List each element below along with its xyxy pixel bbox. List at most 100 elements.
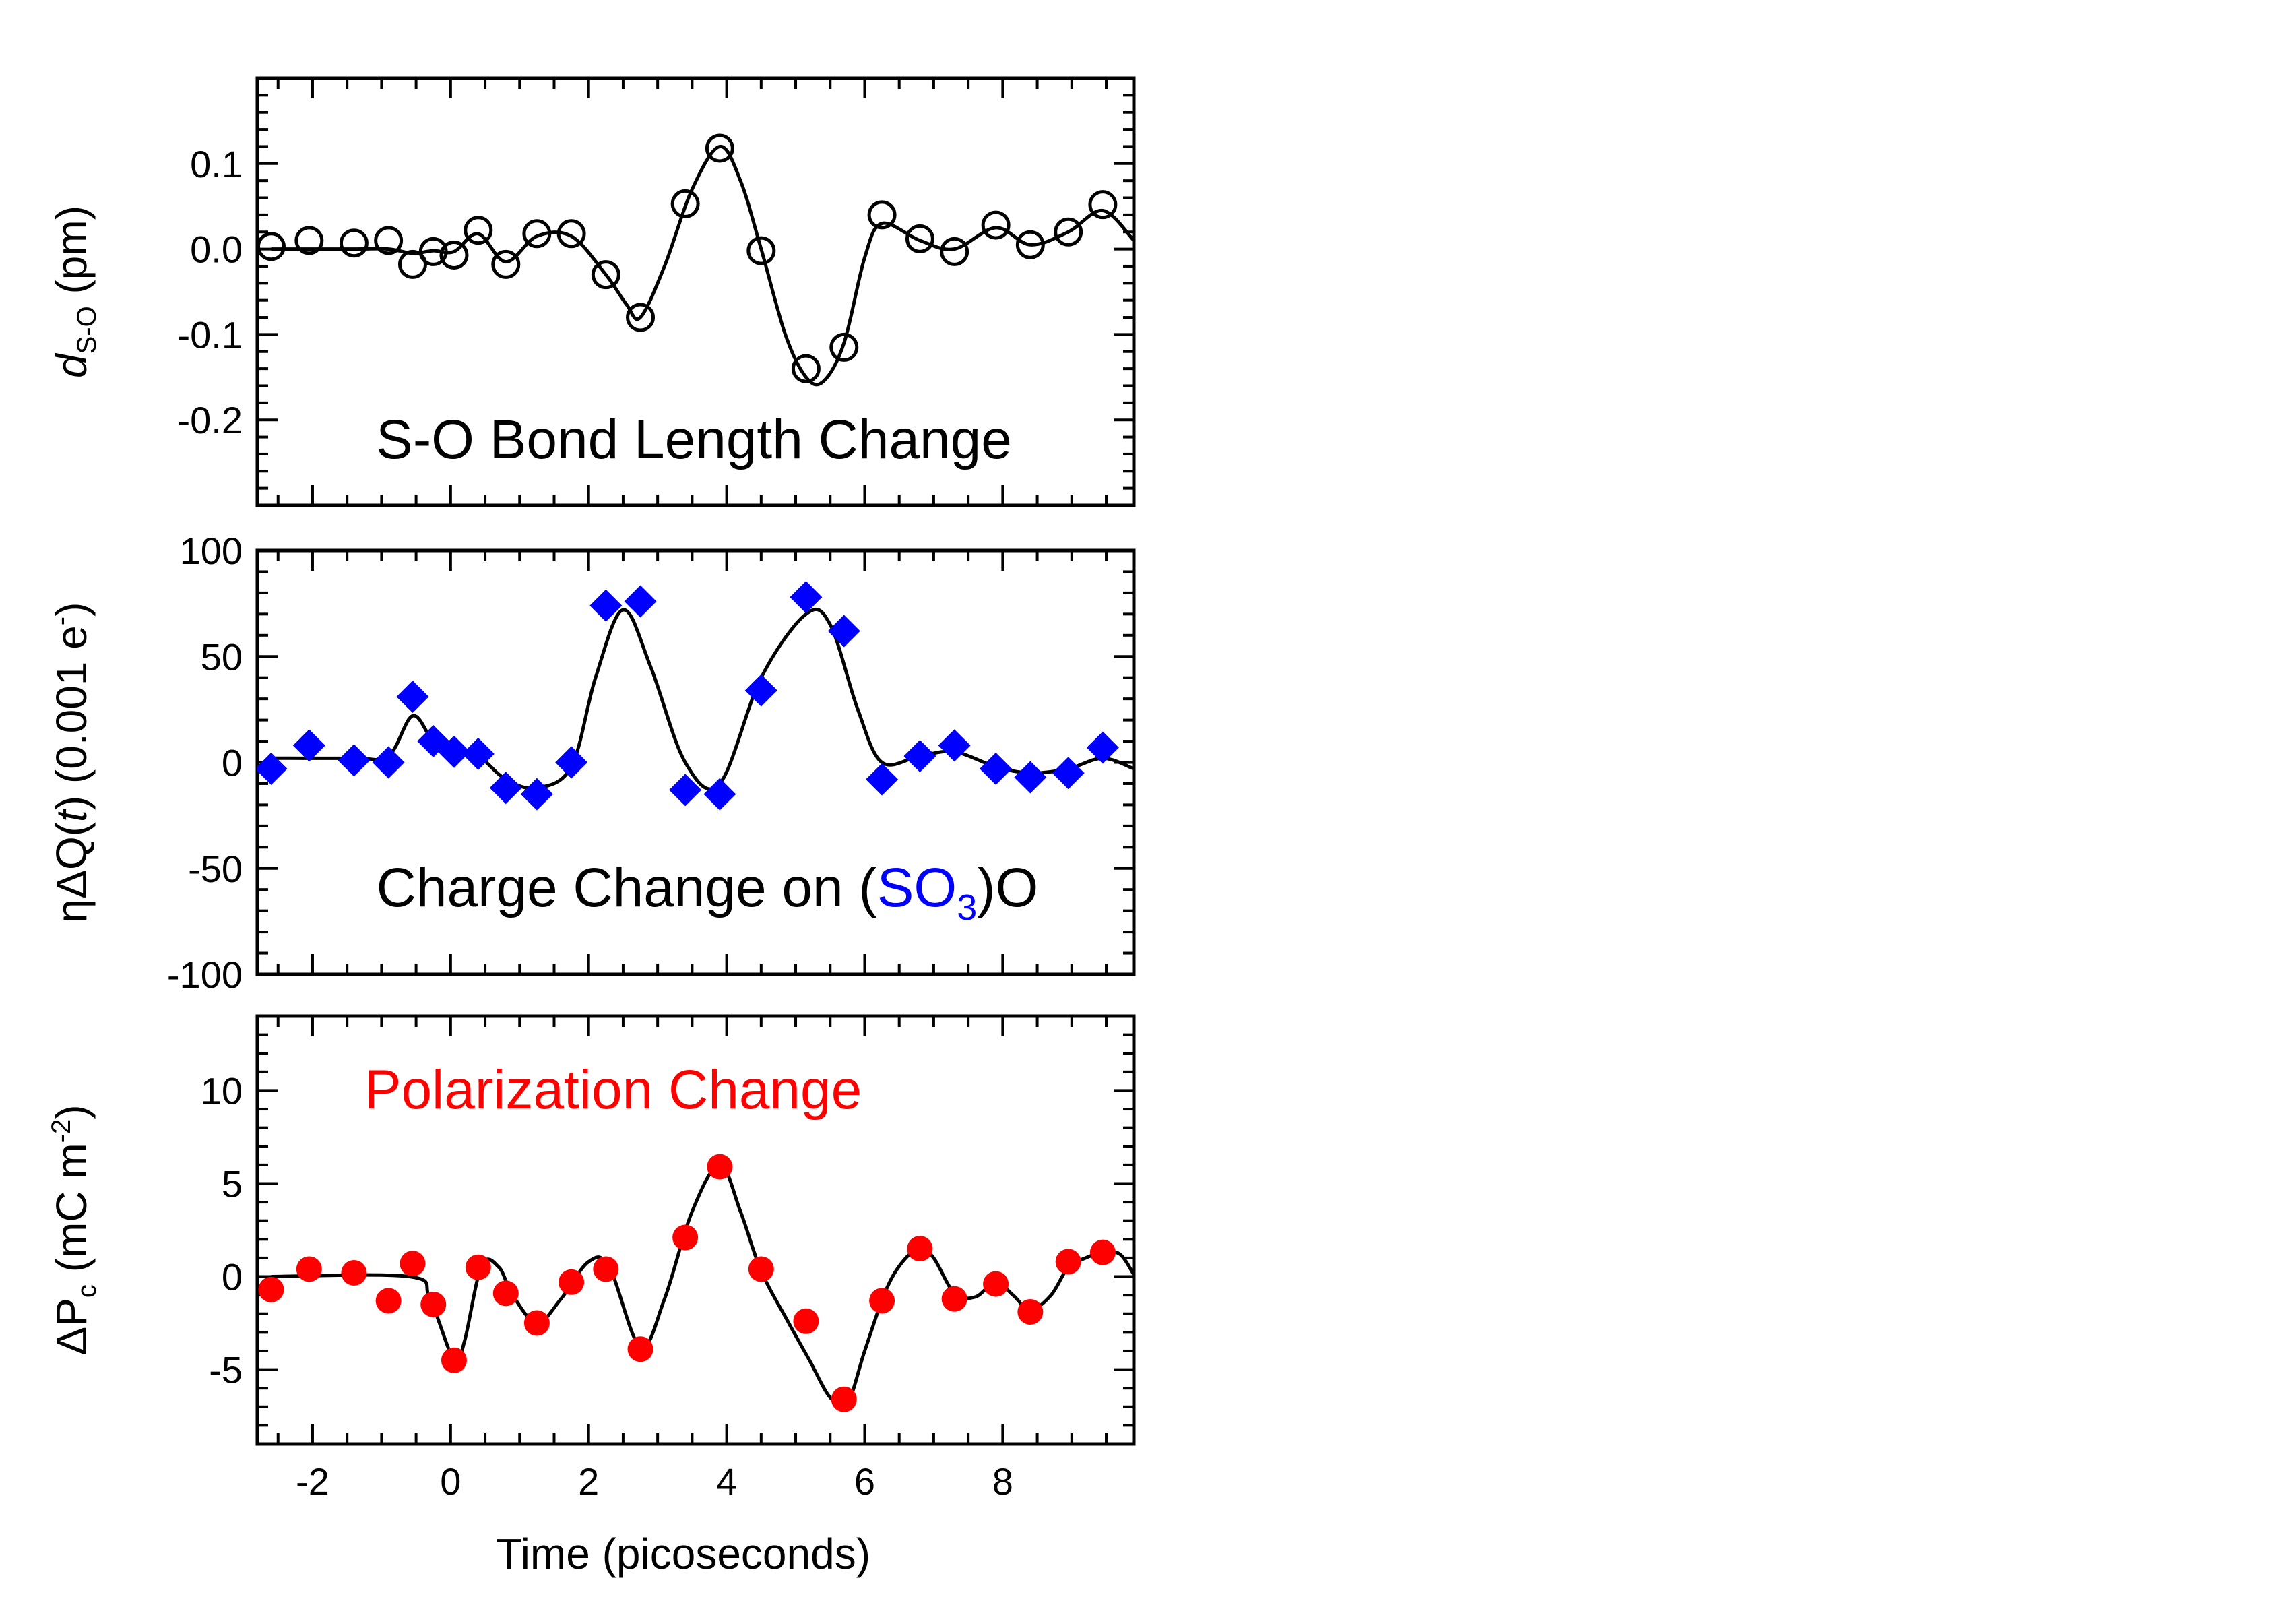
data-point xyxy=(1054,217,1083,247)
plot-frame xyxy=(255,76,1136,507)
y-tick-label: -100 xyxy=(167,953,243,996)
data-point xyxy=(626,303,656,332)
data-point xyxy=(296,1256,322,1282)
data-point xyxy=(522,219,552,249)
data-point xyxy=(339,228,369,258)
data-point xyxy=(627,1336,653,1362)
x-tick-label: -2 xyxy=(296,1460,329,1503)
data-point xyxy=(591,260,620,290)
x-axis-title: Time (picoseconds) xyxy=(496,1530,870,1578)
data-point xyxy=(437,735,470,768)
data-point xyxy=(397,249,427,279)
y-tick-label: -50 xyxy=(188,848,243,890)
data-point xyxy=(520,778,553,811)
panel-annotation: S-O Bond Length Change xyxy=(376,409,1012,470)
data-point xyxy=(983,1271,1009,1297)
data-point xyxy=(703,778,736,811)
data-point xyxy=(292,729,325,762)
data-point xyxy=(669,774,702,807)
x-tick-label: 4 xyxy=(716,1460,737,1503)
data-point xyxy=(1015,230,1045,259)
data-point xyxy=(624,585,657,618)
data-point xyxy=(257,232,286,261)
data-point xyxy=(420,1291,447,1317)
data-point xyxy=(705,133,734,163)
y-tick-label: 0 xyxy=(222,742,243,784)
data-point xyxy=(940,237,969,266)
data-point xyxy=(980,752,1013,785)
y-tick-label: 100 xyxy=(180,530,243,572)
data-point xyxy=(869,1288,895,1314)
data-point xyxy=(556,219,586,249)
data-point xyxy=(1014,761,1047,794)
data-point xyxy=(492,1280,519,1307)
data-point xyxy=(829,332,859,362)
data-point xyxy=(559,1269,585,1295)
plot-area xyxy=(257,133,1134,387)
y-axis-title: ηΔQ(t) (0.001 e-) xyxy=(46,602,96,923)
data-point xyxy=(341,1260,367,1286)
data-point xyxy=(491,249,521,279)
data-point xyxy=(589,589,623,622)
y-axis-title: ΔPc (mC m-2) xyxy=(46,1104,102,1355)
y-tick-label: 10 xyxy=(201,1069,243,1112)
data-point xyxy=(1088,190,1118,220)
data-point xyxy=(748,1256,774,1282)
data-point xyxy=(670,189,700,218)
data-point xyxy=(441,1347,467,1373)
data-point xyxy=(744,674,777,707)
data-point xyxy=(418,237,448,266)
data-point xyxy=(831,1386,857,1412)
data-point xyxy=(489,772,522,805)
plot-area xyxy=(258,1154,1134,1412)
panel-annotation: Charge Change on (SO3)O xyxy=(377,857,1039,928)
data-point xyxy=(1086,731,1119,764)
data-point xyxy=(981,210,1011,240)
panel-annotation: Polarization Change xyxy=(364,1059,862,1121)
data-point xyxy=(672,1224,699,1251)
data-point xyxy=(790,581,823,614)
data-point xyxy=(827,615,860,648)
data-point xyxy=(257,752,288,785)
y-tick-label: 50 xyxy=(201,635,243,678)
data-point xyxy=(523,1310,550,1336)
plot-area xyxy=(257,581,1134,811)
data-point xyxy=(707,1154,733,1180)
y-tick-label: -0.1 xyxy=(178,313,243,356)
data-point xyxy=(258,1276,284,1302)
data-point xyxy=(746,236,776,265)
x-tick-label: 0 xyxy=(440,1460,461,1503)
data-point xyxy=(1055,1249,1081,1275)
data-point xyxy=(1052,757,1085,790)
data-point xyxy=(555,746,588,779)
data-point xyxy=(903,740,936,773)
x-tick-label: 2 xyxy=(578,1460,599,1503)
data-point xyxy=(791,354,821,383)
data-point xyxy=(464,216,493,245)
data-point xyxy=(1017,1298,1044,1325)
panel-bond-length: -0.2 -0.1 0.0 0.1 dS-O (pm) S-O Bond Length C… xyxy=(47,76,1136,507)
y-tick-label: -0.2 xyxy=(178,399,243,441)
data-point xyxy=(338,744,371,777)
data-point xyxy=(593,1256,619,1282)
x-tick-label: 8 xyxy=(992,1460,1013,1503)
x-tick-label: 6 xyxy=(854,1460,875,1503)
data-point xyxy=(866,763,899,796)
data-point xyxy=(1089,1239,1116,1265)
y-tick-label: 0.1 xyxy=(190,143,243,185)
plot-frame xyxy=(255,1014,1136,1446)
data-point xyxy=(372,746,405,779)
data-point xyxy=(905,224,934,253)
data-point xyxy=(867,200,897,230)
data-point xyxy=(375,1288,402,1314)
y-tick-label: 5 xyxy=(222,1162,243,1205)
y-axis-title: dS-O (pm) xyxy=(47,206,102,378)
data-point xyxy=(907,1236,933,1262)
y-tick-label: 0.0 xyxy=(190,228,243,271)
y-tick-label: 0 xyxy=(222,1256,243,1298)
data-point xyxy=(294,226,324,255)
data-point xyxy=(793,1308,819,1334)
data-point xyxy=(941,1286,967,1312)
panel-polarization-change: -5 0 5 10 -2 0 2 4 6 8 ΔPc (mC m-2) Polarization Ch… xyxy=(46,1014,1136,1503)
